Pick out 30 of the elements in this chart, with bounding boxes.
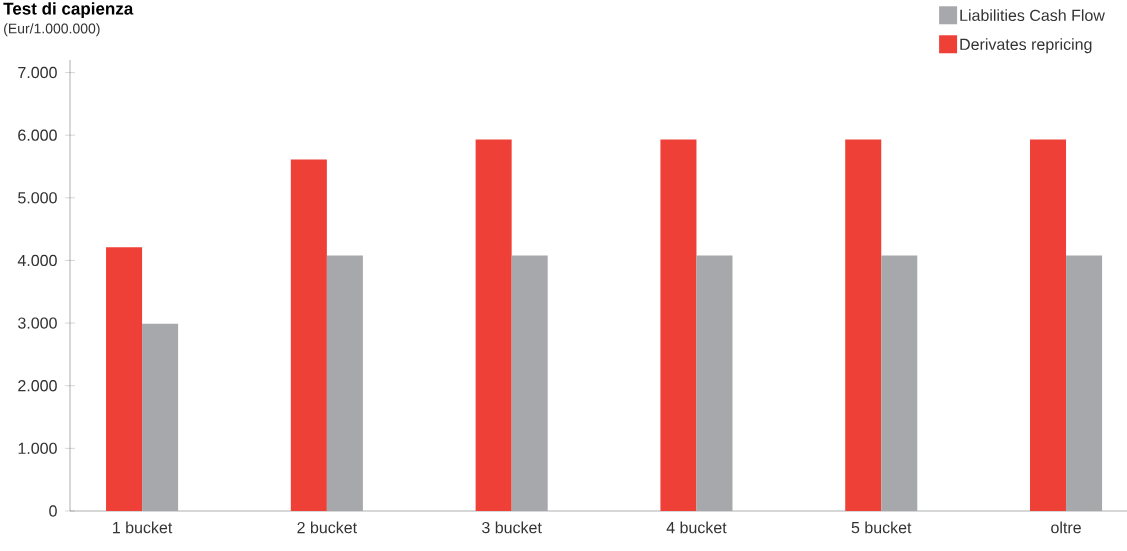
legend-label: Derivates repricing: [960, 38, 1092, 54]
x-tick-label: 2 bucket: [297, 521, 357, 534]
bar: [511, 255, 548, 511]
y-tick-label: 3.000: [18, 317, 57, 329]
chart-subtitle: (Eur/1.000.000): [4, 23, 100, 37]
legend-label: Liabilities Cash Flow: [960, 9, 1105, 22]
bar: [660, 139, 697, 511]
bar: [845, 139, 882, 511]
y-tick-label: 6.000: [18, 129, 57, 141]
y-tick-label: 0: [49, 505, 57, 517]
bar: [1030, 139, 1067, 511]
x-tick-label: oltre: [1051, 521, 1081, 534]
bar: [326, 255, 363, 511]
bar: [290, 159, 327, 511]
x-tick-label: 4 bucket: [666, 521, 727, 534]
bar: [142, 323, 179, 511]
y-tick-label: 5.000: [18, 192, 57, 204]
bar: [475, 139, 512, 511]
bar: [1066, 255, 1103, 511]
y-tick-label: 2.000: [18, 380, 57, 392]
bar: [696, 255, 733, 511]
y-tick-label: 1.000: [18, 442, 57, 455]
x-tick-label: 3 bucket: [482, 521, 542, 534]
bar: [106, 247, 143, 511]
bar: [881, 255, 918, 511]
x-tick-label: 5 bucket: [851, 521, 912, 534]
y-tick-label: 7.000: [18, 66, 57, 79]
chart-title: Test di capienza: [3, 2, 134, 19]
x-tick-label: 1 bucket: [113, 521, 173, 534]
y-tick-label: 4.000: [17, 254, 57, 267]
